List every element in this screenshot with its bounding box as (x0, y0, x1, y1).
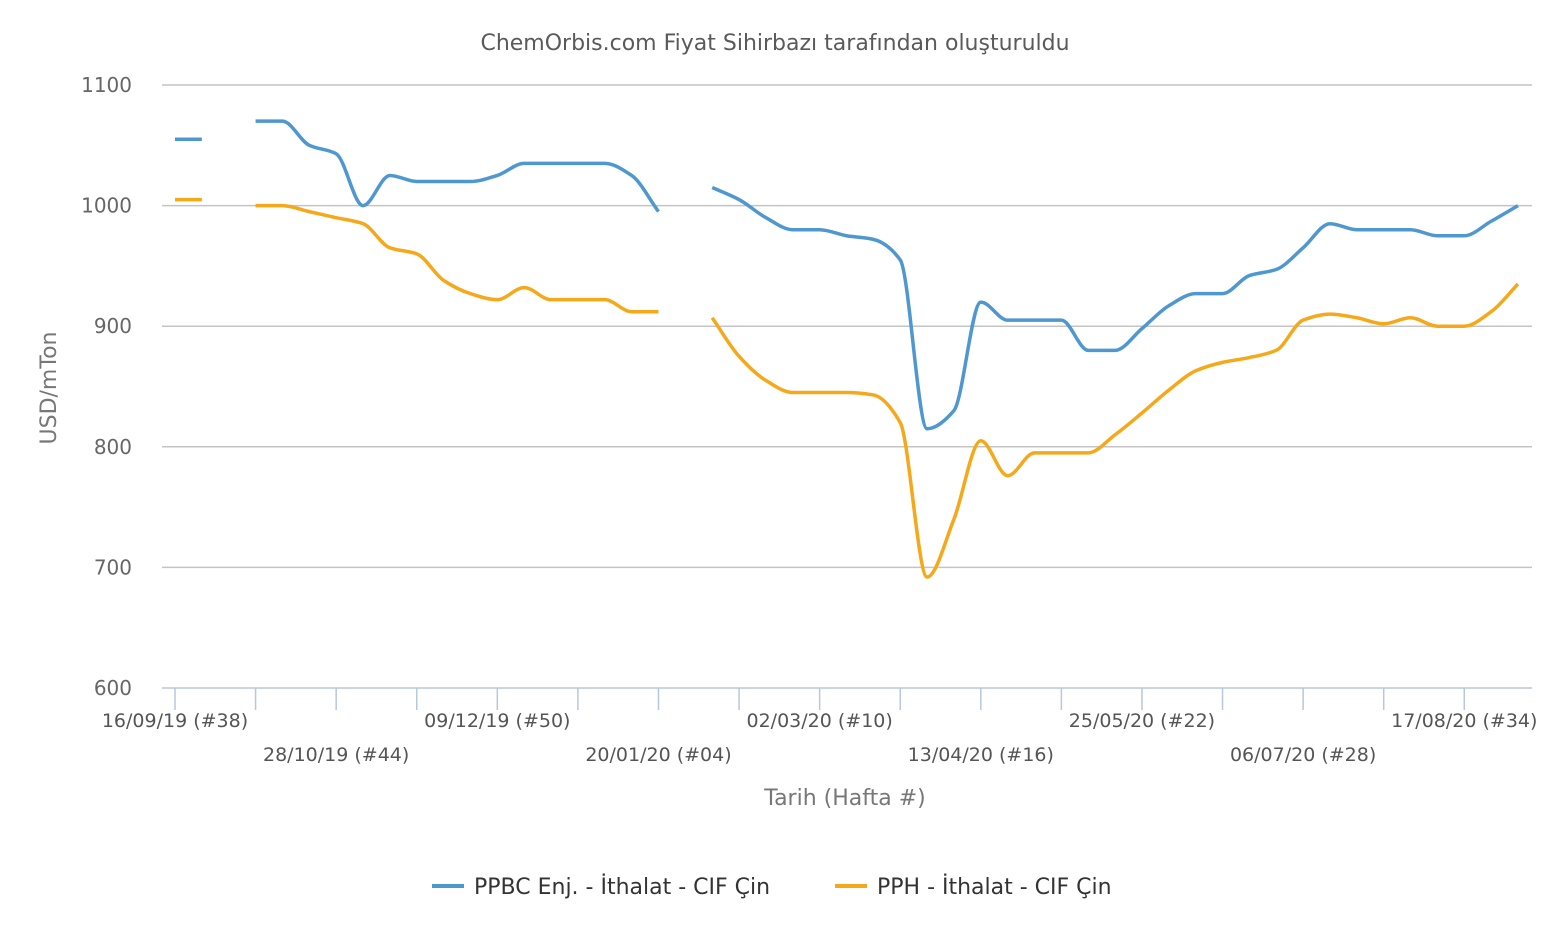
chart-title: ChemOrbis.com Fiyat Sihirbazı tarafından… (480, 31, 1069, 56)
legend-item[interactable]: PPH - İthalat - CIF Çin (835, 874, 1112, 900)
x-tick-label: 09/12/19 (#50) (424, 710, 570, 732)
y-tick-label: 600 (94, 676, 132, 700)
series-ppbc-line (175, 119, 1519, 431)
x-tick-label: 17/08/20 (#34) (1391, 710, 1537, 732)
legend: PPBC Enj. - İthalat - CIF Çin PPH - İthal… (432, 874, 1112, 900)
series-segment (255, 119, 660, 213)
y-tick-label: 700 (94, 555, 132, 579)
x-axis-label: Tarih (Hafta #) (763, 786, 925, 811)
gridlines (162, 84, 1532, 569)
y-tick-label: 1000 (81, 194, 132, 218)
x-tick-label: 28/10/19 (#44) (263, 744, 409, 766)
legend-label: PPBC Enj. - İthalat - CIF Çin (474, 874, 770, 900)
x-tick-label: 13/04/20 (#16) (908, 744, 1054, 766)
series-segment (255, 203, 659, 314)
legend-item[interactable]: PPBC Enj. - İthalat - CIF Çin (432, 874, 770, 900)
series-segment (711, 185, 1519, 431)
series-lines (175, 119, 1520, 579)
y-tick-label: 1100 (81, 73, 132, 97)
x-tick-label: 20/01/20 (#04) (585, 744, 731, 766)
x-tick-label: 16/09/19 (#38) (102, 710, 248, 732)
legend-label: PPH - İthalat - CIF Çin (877, 874, 1112, 900)
y-tick-label: 900 (94, 314, 132, 338)
x-tick-label: 02/03/20 (#10) (746, 710, 892, 732)
x-ticks: 16/09/19 (#38) 28/10/19 (#44) 09/12/19 (#5… (102, 688, 1537, 766)
y-tick-labels: 600 700 800 900 1000 1100 (81, 73, 132, 700)
y-tick-label: 800 (94, 435, 132, 459)
x-tick-label: 06/07/20 (#28) (1230, 744, 1376, 766)
series-pph-line (175, 197, 1520, 579)
x-tick-label: 25/05/20 (#22) (1069, 710, 1215, 732)
y-axis-label: USD/mTon (37, 332, 62, 445)
series-segment (710, 282, 1520, 579)
